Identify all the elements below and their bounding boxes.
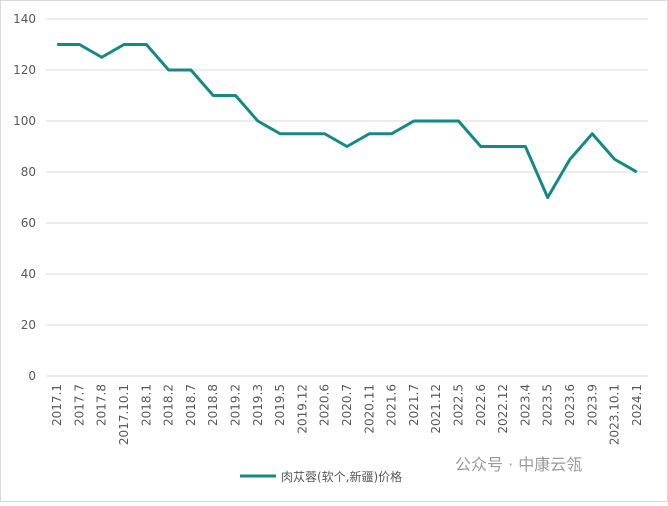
x-tick-label: 2023.10.1 [608,384,622,445]
x-tick-label: 2022.12 [496,384,510,434]
x-tick-label: 2023.6 [563,384,577,426]
y-tick-label: 40 [21,267,36,281]
x-tick-label: 2018.7 [184,384,198,426]
x-tick-label: 2018.2 [162,384,176,426]
y-tick-label: 0 [28,369,36,383]
x-tick-label: 2023.5 [541,384,555,426]
legend-label: 肉苁蓉(软个,新疆)价格 [281,469,402,484]
x-tick-label: 2022.5 [451,384,465,426]
x-tick-label: 2017.10.1 [117,384,131,445]
x-tick-label: 2020.11 [362,384,376,434]
x-tick-label: 2017.8 [95,384,109,426]
x-tick-label: 2019.12 [295,384,309,434]
x-tick-label: 2024.1 [630,384,644,426]
line-series [57,43,638,199]
watermark: 公众号 · 中康云瓴 [455,455,582,474]
y-tick-label: 140 [13,12,36,26]
x-tick-label: 2018.1 [139,384,153,426]
x-tick-label: 2020.7 [340,384,354,426]
y-tick-label: 60 [21,216,36,230]
x-tick-label: 2017.7 [72,384,86,426]
x-tick-label: 2023.9 [585,384,599,426]
x-tick-label: 2021.6 [385,384,399,426]
x-tick-label: 2023.4 [518,384,532,426]
y-tick-label: 100 [13,114,36,128]
x-tick-label: 2022.6 [474,384,488,426]
y-tick-label: 120 [13,63,36,77]
x-tick-label: 2019.3 [251,384,265,426]
x-tick-label: 2017.1 [50,384,64,426]
x-tick-label: 2019.5 [273,384,287,426]
x-tick-label: 2021.12 [429,384,443,434]
x-tick-label: 2020.6 [318,384,332,426]
x-tick-label: 2021.7 [407,384,421,426]
y-tick-label: 20 [21,318,36,332]
y-tick-label: 80 [21,165,36,179]
x-tick-label: 2018.8 [206,384,220,426]
x-tick-label: 2019.2 [229,384,243,426]
